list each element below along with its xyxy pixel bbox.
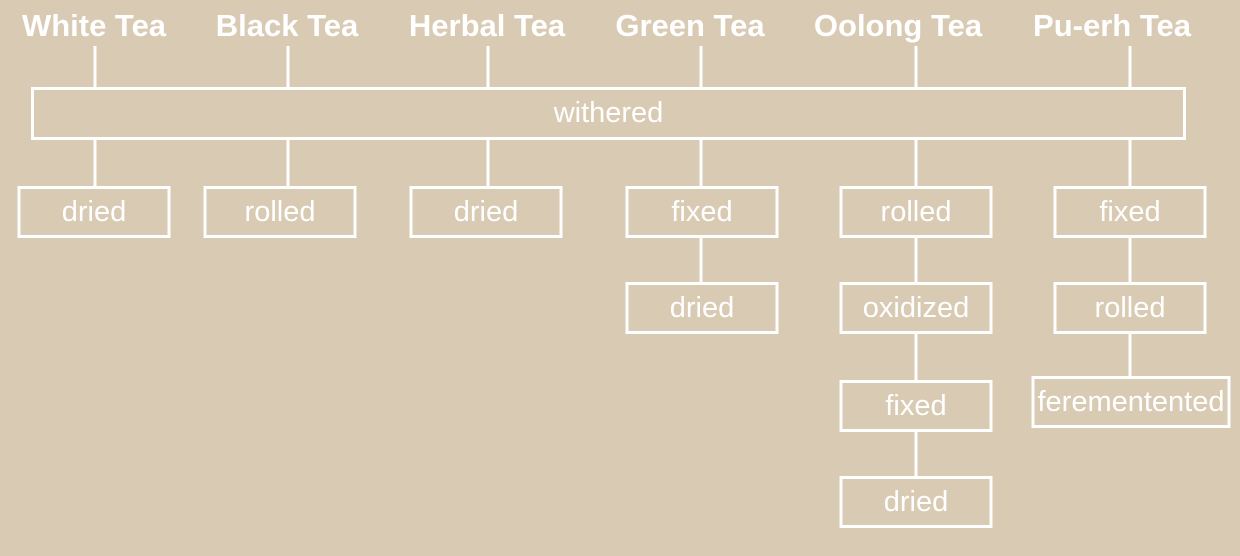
connector-puerh-1-2 bbox=[1128, 238, 1132, 282]
connector-white-top bbox=[93, 46, 97, 87]
step-label-white-1: dried bbox=[61, 195, 127, 228]
connector-oolong-bottom bbox=[914, 140, 918, 186]
step-box-oolong-2: oxidized bbox=[839, 282, 993, 334]
connector-black-top bbox=[286, 46, 290, 87]
step-box-herbal-1: dried bbox=[409, 186, 563, 238]
tea-title-green: Green Tea bbox=[615, 8, 765, 43]
step-box-white-1: dried bbox=[17, 186, 171, 238]
step-label-green-2: dried bbox=[669, 291, 735, 324]
connector-puerh-bottom bbox=[1128, 140, 1132, 186]
connector-oolong-1-2 bbox=[914, 238, 918, 282]
step-box-puerh-3: ferementented bbox=[1031, 376, 1231, 428]
step-box-puerh-1: fixed bbox=[1053, 186, 1207, 238]
step-label-oolong-2: oxidized bbox=[862, 291, 970, 324]
connector-oolong-top bbox=[914, 46, 918, 87]
tea-title-puerh: Pu-erh Tea bbox=[1033, 8, 1191, 43]
withered-step-label: withered bbox=[553, 97, 664, 129]
step-label-puerh-2: rolled bbox=[1094, 291, 1166, 324]
step-box-oolong-4: dried bbox=[839, 476, 993, 528]
connector-green-bottom bbox=[699, 140, 703, 186]
withered-step-box: withered bbox=[31, 87, 1186, 140]
step-box-oolong-3: fixed bbox=[839, 380, 993, 432]
step-box-green-1: fixed bbox=[625, 186, 779, 238]
connector-puerh-top bbox=[1128, 46, 1132, 87]
connector-oolong-2-3 bbox=[914, 334, 918, 380]
step-box-green-2: dried bbox=[625, 282, 779, 334]
connector-black-bottom bbox=[286, 140, 290, 186]
step-label-puerh-1: fixed bbox=[1099, 195, 1161, 228]
step-label-oolong-3: fixed bbox=[885, 389, 947, 422]
tea-title-white: White Tea bbox=[21, 8, 167, 43]
step-label-oolong-4: dried bbox=[883, 485, 949, 518]
connector-white-bottom bbox=[93, 140, 97, 186]
connector-green-top bbox=[699, 46, 703, 87]
step-box-black-1: rolled bbox=[203, 186, 357, 238]
step-box-oolong-1: rolled bbox=[839, 186, 993, 238]
step-label-herbal-1: dried bbox=[453, 195, 519, 228]
step-label-green-1: fixed bbox=[671, 195, 733, 228]
step-label-oolong-1: rolled bbox=[880, 195, 952, 228]
tea-title-black: Black Tea bbox=[215, 8, 359, 43]
tea-title-herbal: Herbal Tea bbox=[408, 8, 566, 43]
connector-puerh-2-3 bbox=[1128, 334, 1132, 376]
connector-oolong-3-4 bbox=[914, 432, 918, 476]
connector-herbal-bottom bbox=[486, 140, 490, 186]
step-label-black-1: rolled bbox=[244, 195, 316, 228]
step-box-puerh-2: rolled bbox=[1053, 282, 1207, 334]
connector-green-1-2 bbox=[699, 238, 703, 282]
connector-herbal-top bbox=[486, 46, 490, 87]
step-label-puerh-3: ferementented bbox=[1037, 385, 1225, 418]
tea-title-oolong: Oolong Tea bbox=[813, 8, 983, 43]
